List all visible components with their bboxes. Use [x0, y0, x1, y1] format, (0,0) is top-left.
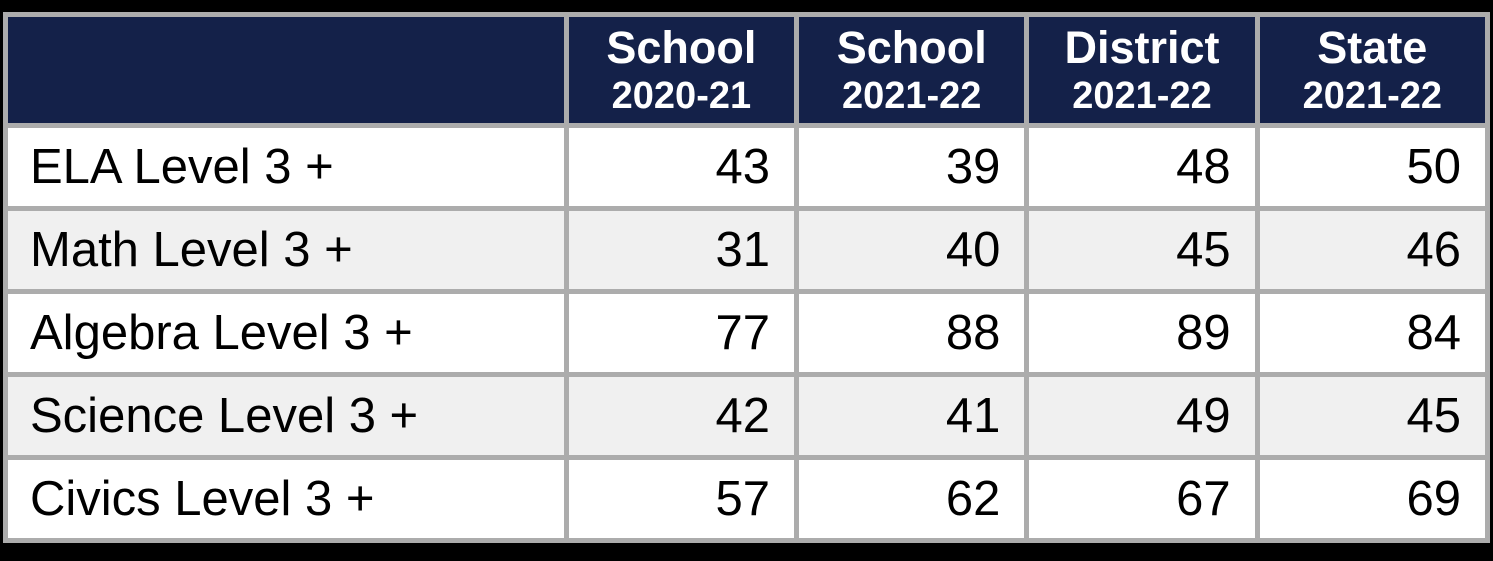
row-label: Algebra Level 3 +: [8, 294, 564, 372]
column-header-school-2021-22: School 2021-22: [799, 17, 1025, 123]
table-row-civics: Civics Level 3 + 57 62 67 69: [8, 460, 1485, 538]
cell-value: 48: [1029, 128, 1255, 206]
cell-value: 89: [1029, 294, 1255, 372]
column-header-state-2021-22: State 2021-22: [1259, 17, 1485, 123]
cell-value: 45: [1259, 377, 1485, 455]
cell-value: 46: [1259, 211, 1485, 289]
row-label: ELA Level 3 +: [8, 128, 564, 206]
cell-value: 49: [1029, 377, 1255, 455]
column-subtitle: 2021-22: [1072, 75, 1212, 117]
column-header-school-2020-21: School 2020-21: [568, 17, 795, 123]
column-title: District: [1064, 22, 1220, 73]
row-label: Civics Level 3 +: [8, 460, 564, 538]
row-label: Math Level 3 +: [8, 211, 564, 289]
table-row-ela: ELA Level 3 + 43 39 48 50: [8, 128, 1485, 206]
cell-value: 88: [799, 294, 1025, 372]
cell-value: 84: [1259, 294, 1485, 372]
table-row-math: Math Level 3 + 31 40 45 46: [8, 211, 1485, 289]
cell-value: 39: [799, 128, 1025, 206]
column-subtitle: 2021-22: [841, 75, 982, 117]
table-row-algebra: Algebra Level 3 + 77 88 89 84: [8, 294, 1485, 372]
column-title: State: [1317, 22, 1428, 73]
cell-value: 62: [799, 460, 1025, 538]
cell-value: 45: [1029, 211, 1255, 289]
cell-value: 57: [568, 460, 795, 538]
cell-value: 77: [568, 294, 795, 372]
cell-value: 50: [1259, 128, 1485, 206]
cell-value: 43: [568, 128, 795, 206]
row-label: Science Level 3 +: [8, 377, 564, 455]
table-row-science: Science Level 3 + 42 41 49 45: [8, 377, 1485, 455]
cell-value: 42: [568, 377, 795, 455]
cell-value: 69: [1259, 460, 1485, 538]
column-title: School: [836, 22, 987, 73]
column-title: School: [606, 22, 757, 73]
cell-value: 31: [568, 211, 795, 289]
column-header-district-2021-22: District 2021-22: [1029, 17, 1255, 123]
corner-header-cell: [8, 17, 564, 123]
cell-value: 67: [1029, 460, 1255, 538]
column-subtitle: 2020-21: [611, 75, 752, 117]
assessment-results-table: School 2020-21 School 2021-22 District 2…: [3, 12, 1490, 543]
cell-value: 41: [799, 377, 1025, 455]
column-subtitle: 2021-22: [1302, 75, 1443, 117]
cell-value: 40: [799, 211, 1025, 289]
header-row: School 2020-21 School 2021-22 District 2…: [8, 17, 1485, 123]
